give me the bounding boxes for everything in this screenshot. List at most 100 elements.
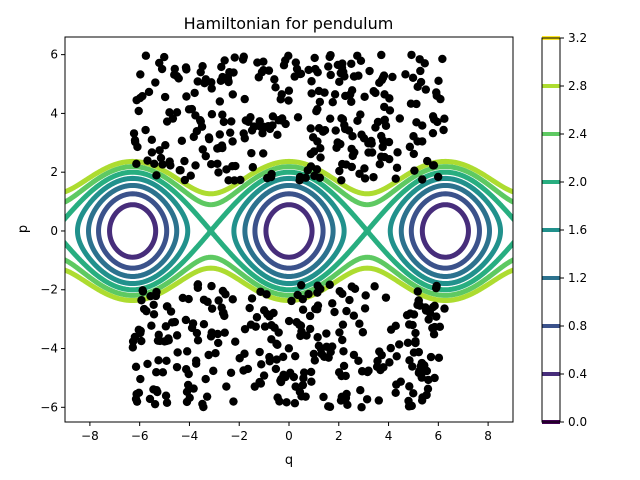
x-tick-label: −6 — [131, 429, 149, 443]
scatter-point — [217, 62, 226, 72]
scatter-point — [290, 399, 300, 408]
scatter-point — [180, 156, 189, 166]
scatter-point — [434, 76, 443, 86]
scatter-point — [162, 398, 172, 407]
scatter-point — [207, 304, 217, 313]
scatter-point — [328, 98, 337, 107]
scatter-point — [287, 296, 296, 306]
x-axis-label: q — [285, 453, 293, 468]
scatter-point — [306, 162, 316, 171]
scatter-point — [409, 149, 418, 159]
scatter-point — [215, 97, 225, 106]
scatter-point — [306, 124, 315, 133]
scatter-point — [150, 159, 159, 168]
scatter-point — [293, 113, 303, 122]
scatter-point — [203, 297, 212, 307]
y-tick-label: 6 — [50, 48, 58, 62]
scatter-point — [325, 114, 335, 123]
scatter-point — [182, 92, 191, 101]
scatter-point — [142, 306, 151, 316]
scatter-point — [305, 324, 315, 334]
scatter-point — [201, 151, 210, 161]
scatter-point — [191, 161, 200, 170]
scatter-point — [184, 369, 193, 379]
scatter-point — [134, 325, 143, 335]
scatter-point — [332, 143, 341, 152]
scatter-point — [168, 114, 178, 123]
scatter-point — [325, 52, 334, 62]
scatter-point — [313, 137, 322, 146]
colorbar-tick-label: 1.6 — [568, 223, 587, 237]
colorbar-tick-label: 2.4 — [568, 127, 587, 141]
scatter-point — [158, 160, 167, 169]
scatter-point — [214, 338, 223, 348]
scatter-point — [181, 63, 191, 72]
scatter-point — [328, 299, 337, 308]
scatter-point — [315, 97, 325, 107]
scatter-point — [141, 51, 151, 60]
contour-level-line — [96, 191, 482, 271]
scatter-point — [161, 140, 170, 150]
scatter-point — [362, 395, 372, 404]
scatter-point — [337, 114, 346, 123]
scatter-point — [178, 293, 188, 303]
scatter-point — [402, 310, 412, 320]
scatter-point — [292, 64, 302, 74]
scatter-point — [272, 355, 281, 364]
scatter-point — [207, 281, 216, 291]
scatter-point — [411, 337, 420, 346]
scatter-point — [304, 65, 313, 75]
scatter-point — [149, 300, 158, 309]
scatter-point — [433, 172, 443, 182]
scatter-point — [331, 126, 340, 135]
scatter-point — [357, 403, 366, 412]
y-tick-label: −6 — [40, 400, 58, 414]
scatter-point — [267, 335, 276, 344]
scatter-point — [211, 348, 220, 358]
scatter-point — [436, 94, 445, 104]
scatter-point — [173, 348, 182, 357]
scatter-point — [386, 343, 395, 353]
scatter-point — [147, 321, 156, 330]
y-tick-label: −4 — [40, 342, 58, 356]
scatter-point — [415, 301, 425, 310]
scatter-point — [219, 117, 229, 127]
colorbar-tick-label: 3.2 — [568, 31, 587, 45]
scatter-point — [415, 366, 424, 376]
scatter-point — [297, 327, 306, 336]
scatter-point — [434, 353, 444, 363]
scatter-point — [392, 163, 402, 172]
scatter-point — [424, 375, 433, 385]
scatter-point — [240, 349, 249, 358]
scatter-point — [311, 64, 320, 74]
scatter-point — [153, 387, 162, 397]
scatter-point — [338, 159, 347, 169]
scatter-point — [371, 123, 380, 132]
scatter-point — [259, 149, 268, 158]
scatter-point — [403, 338, 413, 348]
scatter-point — [409, 389, 418, 398]
scatter-point — [391, 174, 400, 183]
scatter-point — [407, 50, 416, 60]
scatter-point — [150, 399, 160, 409]
colorbar-tick-label: 0.0 — [568, 415, 587, 429]
scatter-point — [405, 142, 415, 152]
scatter-point — [348, 132, 357, 141]
scatter-point — [222, 165, 231, 174]
x-tick-label: 2 — [335, 429, 343, 443]
scatter-point — [165, 157, 174, 166]
x-tick-label: −2 — [230, 429, 248, 443]
scatter-point — [360, 304, 370, 313]
scatter-point — [279, 61, 289, 70]
scatter-point — [375, 160, 384, 169]
scatter-point — [313, 333, 322, 342]
scatter-point — [432, 312, 441, 321]
scatter-point — [154, 356, 163, 365]
scatter-point — [392, 352, 401, 361]
scatter-point — [290, 72, 299, 81]
scatter-point — [307, 89, 316, 98]
colorbar-tick-label: 0.4 — [568, 367, 587, 381]
scatter-point — [155, 146, 164, 155]
scatter-point — [360, 92, 369, 101]
